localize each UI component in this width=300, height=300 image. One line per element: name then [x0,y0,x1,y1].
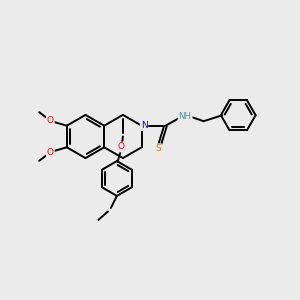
Text: O: O [47,116,54,125]
Text: NH: NH [178,112,192,121]
Text: O: O [118,142,125,152]
Text: O: O [47,148,54,157]
Text: N: N [141,121,147,130]
Text: S: S [155,144,161,153]
